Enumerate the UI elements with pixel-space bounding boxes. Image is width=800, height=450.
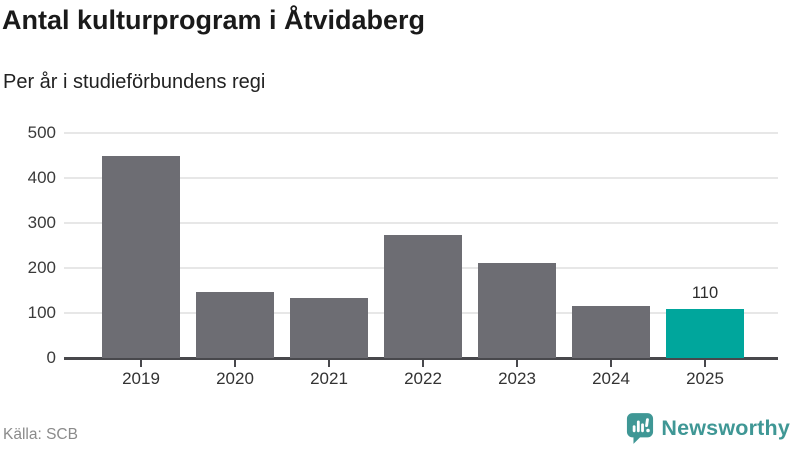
y-axis-label: 0 [46, 348, 56, 367]
bar [384, 235, 462, 358]
source-note: Källa: SCB [3, 426, 78, 443]
x-axis-label: 2024 [592, 369, 630, 388]
x-axis-label: 2019 [122, 369, 160, 388]
x-axis-label: 2021 [310, 369, 348, 388]
bar [102, 155, 180, 358]
y-axis-label: 500 [27, 123, 56, 142]
x-axis-label: 2023 [498, 369, 536, 388]
x-axis-tick [704, 360, 706, 367]
x-axis-label: 2025 [686, 369, 724, 388]
bar [572, 305, 650, 358]
newsworthy-logo-icon [626, 412, 654, 444]
bar [478, 263, 556, 358]
x-axis-label: 2020 [216, 369, 254, 388]
y-gridline [64, 222, 778, 224]
chart-title: Antal kulturprogram i Åtvidaberg [2, 5, 426, 35]
y-axis-label: 400 [27, 168, 56, 187]
chart-subtitle: Per år i studieförbundens regi [3, 71, 266, 93]
x-axis-tick [422, 360, 424, 367]
y-axis-label: 200 [27, 258, 56, 277]
x-axis-tick [234, 360, 236, 367]
newsworthy-wordmark: Newsworthy [661, 415, 790, 440]
bar-highlighted [666, 308, 744, 358]
x-axis-tick [328, 360, 330, 367]
x-axis-line [64, 357, 778, 360]
x-axis-tick [516, 360, 518, 367]
y-axis-label: 100 [27, 303, 56, 322]
bar-value-label: 110 [691, 283, 719, 302]
newsworthy-logo: Newsworthy [626, 412, 790, 444]
y-gridline [64, 177, 778, 179]
bar [196, 291, 274, 358]
x-axis-tick [610, 360, 612, 367]
x-axis-label: 2022 [404, 369, 442, 388]
y-gridline [64, 132, 778, 134]
x-axis-tick [140, 360, 142, 367]
bar [290, 298, 368, 358]
y-axis-label: 300 [27, 213, 56, 232]
